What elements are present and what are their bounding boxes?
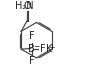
Text: F: F (29, 56, 35, 66)
Text: H₂N: H₂N (15, 1, 34, 11)
Text: B: B (28, 44, 35, 54)
Text: O: O (24, 1, 31, 11)
Text: F: F (40, 44, 45, 54)
Text: +: + (48, 43, 54, 52)
Text: −: − (33, 43, 40, 52)
Text: F: F (29, 31, 35, 41)
Text: K: K (46, 44, 52, 54)
